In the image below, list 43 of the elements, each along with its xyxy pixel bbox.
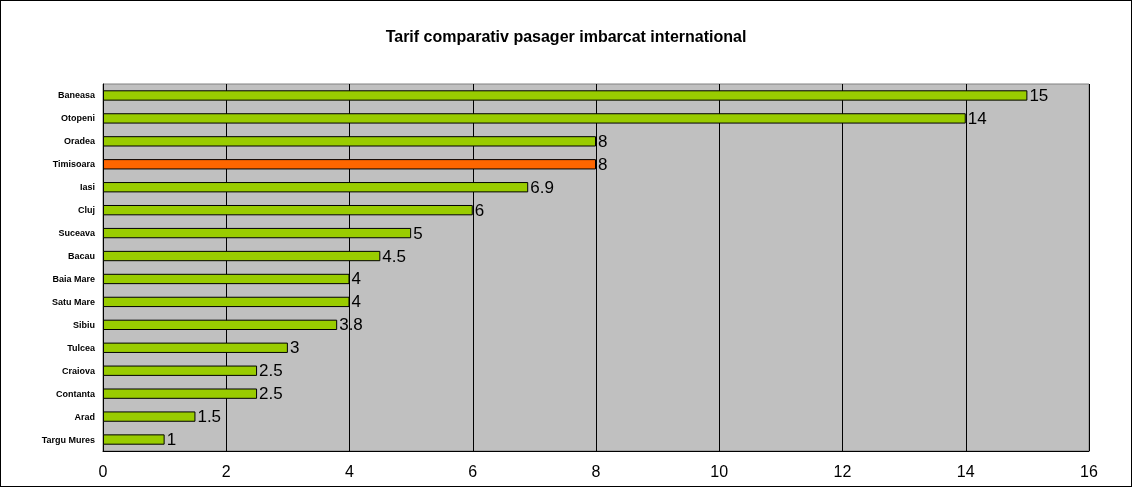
x-tick-label: 16 (1080, 462, 1098, 480)
data-label: 1.5 (197, 407, 222, 427)
data-label: 2.5 (259, 361, 283, 381)
data-label: 6.9 (530, 177, 554, 197)
data-label: 8 (598, 154, 608, 174)
data-label: 14 (967, 108, 987, 128)
y-tick-label: Arad (74, 411, 95, 422)
x-tick-label: 4 (345, 462, 355, 480)
y-tick-label: Targu Mures (41, 434, 95, 445)
y-tick-label: Timisoara (52, 159, 96, 170)
x-tick-label: 14 (956, 462, 975, 480)
bar (103, 411, 196, 422)
y-tick-label: Craiova (61, 365, 96, 376)
y-tick-label: Satu Mare (51, 296, 95, 307)
y-tick-label: Oradea (63, 136, 96, 147)
data-label: 4 (351, 292, 361, 312)
x-tick-label: 2 (221, 462, 231, 480)
data-label: 4 (351, 269, 361, 289)
data-label: 2.5 (259, 384, 283, 404)
data-label: 4.5 (382, 246, 406, 266)
data-label: 8 (598, 131, 608, 151)
data-label: 3 (289, 338, 300, 358)
y-tick-label: Contanta (56, 388, 96, 399)
y-tick-label: Tulcea (67, 342, 96, 353)
data-label: 5 (413, 223, 423, 243)
y-tick-label: Iasi (79, 182, 95, 193)
x-tick-label: 0 (98, 462, 108, 480)
data-label: 6 (474, 200, 485, 220)
data-label: 15 (1029, 85, 1049, 105)
x-tick-label: 6 (468, 462, 478, 480)
bar (103, 434, 165, 445)
y-tick-label: Sibiu (73, 319, 95, 330)
y-tick-label: Cluj (78, 205, 95, 216)
y-tick-label: Otopeni (61, 113, 95, 124)
data-label: 1 (166, 430, 177, 450)
x-tick-label: 12 (833, 462, 852, 480)
y-tick-label: Baia Mare (52, 273, 95, 284)
y-tick-label: Baneasa (57, 90, 96, 101)
y-tick-label: Bacau (67, 251, 95, 262)
x-tick-label: 8 (591, 462, 601, 480)
chart-title: Tarif comparativ pasager imbarcat international (385, 27, 747, 45)
x-tick-label: 10 (710, 462, 729, 480)
y-tick-label: Suceava (58, 228, 96, 239)
